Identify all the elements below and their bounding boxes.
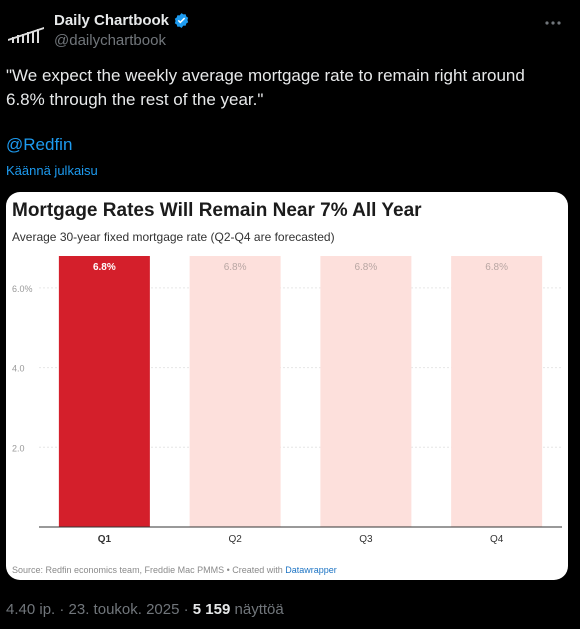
author-name[interactable]: Daily Chartbook bbox=[54, 12, 170, 29]
source-text: Source: Redfin economics team, Freddie M… bbox=[12, 565, 286, 575]
x-tick-label: Q1 bbox=[98, 534, 112, 545]
more-icon bbox=[545, 21, 561, 25]
bar-value-label: 6.8% bbox=[93, 262, 116, 273]
chartbook-logo-icon bbox=[6, 12, 46, 52]
datawrapper-link[interactable]: Datawrapper bbox=[285, 565, 337, 575]
chart-image[interactable]: Mortgage Rates Will Remain Near 7% All Y… bbox=[6, 192, 568, 580]
y-tick-label: 2.0 bbox=[12, 443, 25, 453]
bar bbox=[320, 256, 412, 527]
bar bbox=[58, 256, 150, 527]
view-label: näyttöä bbox=[230, 601, 284, 618]
translate-link[interactable]: Käännä julkaisu bbox=[6, 163, 98, 178]
chart-subtitle: Average 30-year fixed mortgage rate (Q2-… bbox=[12, 230, 335, 244]
bar-chart: 2.0 4.0 6.0% 6.8% Q1 6.8% Q2 6.8% Q3 6.8% Q4 bbox=[12, 256, 562, 545]
bar-value-label: 6.8% bbox=[485, 262, 508, 273]
x-tick-label: Q2 bbox=[228, 534, 242, 545]
timestamp[interactable]: 4.40 ip. · 23. toukok. 2025 · bbox=[6, 601, 193, 618]
y-tick-label: 6.0% bbox=[12, 284, 33, 294]
more-button[interactable] bbox=[540, 10, 566, 36]
x-tick-label: Q4 bbox=[490, 534, 504, 545]
bar-value-label: 6.8% bbox=[354, 262, 377, 273]
tweet-meta: 4.40 ip. · 23. toukok. 2025 · 5 159 näyt… bbox=[6, 601, 284, 618]
author-handle[interactable]: @dailychartbook bbox=[54, 32, 166, 49]
tweet-text: "We expect the weekly average mortgage r… bbox=[6, 66, 525, 109]
mention-link[interactable]: @Redfin bbox=[6, 135, 73, 154]
bar bbox=[451, 256, 543, 527]
bar bbox=[189, 256, 281, 527]
avatar[interactable] bbox=[6, 12, 46, 52]
verified-badge-icon bbox=[174, 13, 189, 28]
chart-title: Mortgage Rates Will Remain Near 7% All Y… bbox=[12, 200, 422, 221]
x-tick-label: Q3 bbox=[359, 534, 373, 545]
view-count: 5 159 bbox=[192, 601, 231, 618]
bar-value-label: 6.8% bbox=[224, 262, 247, 273]
y-tick-label: 4.0 bbox=[12, 364, 25, 374]
tweet-header: Daily Chartbook @dailychartbook bbox=[6, 10, 574, 52]
chart-source: Source: Redfin economics team, Freddie M… bbox=[12, 565, 337, 575]
